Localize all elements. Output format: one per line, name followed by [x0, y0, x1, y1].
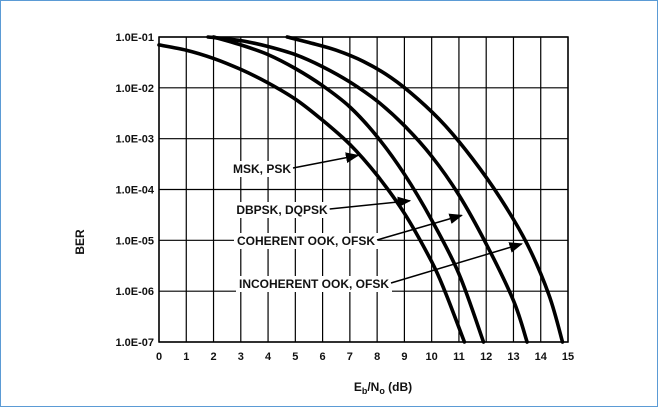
annotation-background: [233, 233, 379, 249]
annotation-arrow: [329, 196, 412, 210]
x-tick-label: 4: [265, 351, 272, 363]
x-tick-label: 13: [507, 351, 519, 363]
annotation-background: [233, 202, 331, 218]
annotation-label: INCOHERENT OOK, OFSK: [239, 277, 389, 291]
x-tick-labels: 0 1 2 3 4 5 6 7 8 9 10 11 12 13 14 15: [156, 351, 574, 363]
plot-border: [158, 36, 569, 343]
y-tick-label: 1.0E-02: [115, 83, 154, 95]
annotation-4: INCOHERENT OOK, OFSK: [235, 242, 523, 292]
annotation-arrow: [292, 152, 360, 169]
annotation-arrow: [376, 213, 463, 241]
x-tick-label: 6: [320, 351, 326, 363]
y-tick-label: 1.0E-05: [115, 235, 154, 247]
x-tick-label: 1: [183, 351, 189, 363]
curve-annotations: MSK, PSK DBPSK, DQPSK COHERENT OOK, OFSK IN…: [229, 152, 523, 292]
annotation-background: [229, 161, 295, 177]
x-tick-label: 7: [347, 351, 353, 363]
annotation-3: COHERENT OOK, OFSK: [233, 213, 463, 249]
x-tick-label: 5: [292, 351, 298, 363]
y-tick-label: 1.0E-06: [115, 286, 154, 298]
x-tick-label: 11: [453, 351, 465, 363]
annotation-label: MSK, PSK: [233, 162, 291, 176]
y-tick-label: 1.0E-04: [115, 185, 154, 197]
x-tick-label: 14: [535, 351, 548, 363]
x-tick-label: 3: [238, 351, 244, 363]
series-curve-1: [157, 43, 467, 344]
series-curve-3: [206, 35, 529, 344]
series-curve-2: [211, 35, 486, 344]
annotation-2: DBPSK, DQPSK: [233, 196, 412, 218]
y-tick-label: 1.0E-03: [115, 134, 154, 146]
y-tick-label: 1.0E-07: [115, 337, 154, 349]
grid: [158, 36, 569, 343]
annotation-background: [235, 276, 393, 292]
x-tick-label: 8: [374, 351, 380, 363]
ber-curves: [157, 35, 565, 344]
x-tick-label: 0: [156, 351, 162, 363]
x-tick-label: 9: [401, 351, 407, 363]
series-curve-4: [285, 35, 565, 344]
annotation-arrow: [390, 242, 523, 284]
y-tick-label: 1.0E-01: [115, 32, 154, 44]
x-tick-label: 15: [562, 351, 574, 363]
annotation-label: DBPSK, DQPSK: [236, 203, 328, 217]
x-tick-label: 10: [426, 351, 438, 363]
annotation-1: MSK, PSK: [229, 152, 360, 177]
x-tick-label: 12: [480, 351, 492, 363]
x-tick-label: 2: [210, 351, 216, 363]
x-axis-label: Eb/No (dB): [354, 380, 412, 396]
y-axis-label: BER: [73, 229, 87, 255]
annotation-label: COHERENT OOK, OFSK: [237, 234, 375, 248]
y-tick-labels: 1.0E-01 1.0E-02 1.0E-03 1.0E-04 1.0E-05 1.0E-…: [115, 32, 154, 349]
